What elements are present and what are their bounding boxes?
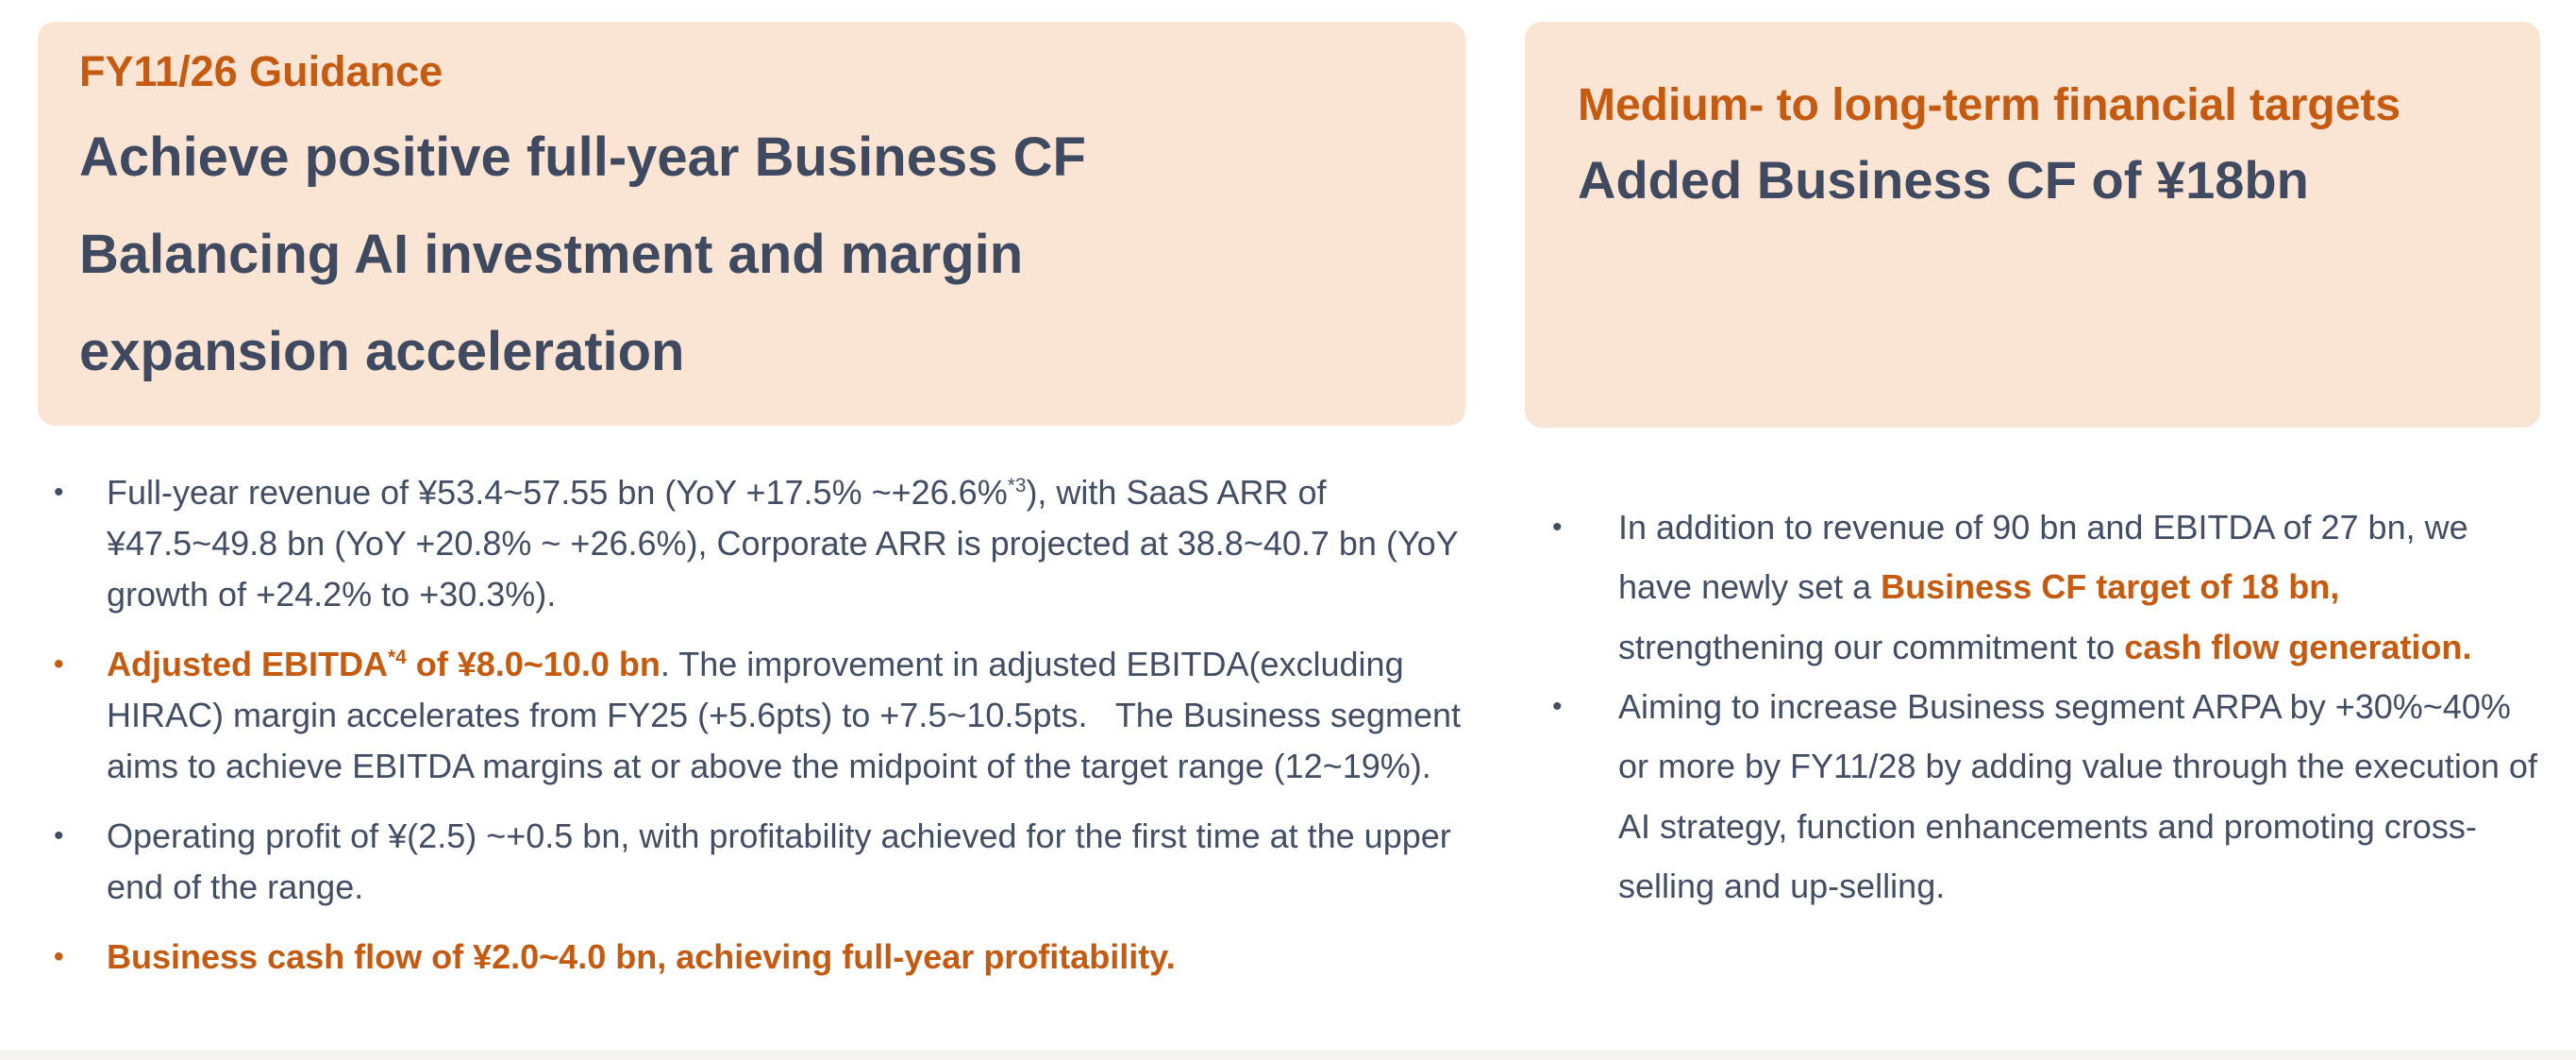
text-segment-highlight: Adjusted EBITDA [107, 644, 389, 683]
bullet-item-revenue: • Full-year revenue of ¥53.4~57.55 bn (Y… [54, 467, 1465, 620]
bullet-text: Aiming to increase Business segment ARPA… [1618, 677, 2540, 916]
text-segment: Operating profit of ¥(2.5) ~+0.5 bn, wit… [107, 816, 1461, 906]
bullet-item-arpa: • Aiming to increase Business segment AR… [1552, 677, 2540, 916]
bullet-marker: • [54, 648, 64, 680]
text-segment: In addition to revenue of 90 bn and EBIT… [1618, 508, 2478, 607]
text-segment-highlight: cash flow generation. [2124, 627, 2472, 666]
targets-bullet-list: • In addition to revenue of 90 bn and EB… [1525, 497, 2540, 917]
text-segment-highlight: Business cash flow of ¥2.0~4.0 bn, achie… [107, 936, 1176, 976]
guidance-title-line-2: Balancing AI investment and margin [79, 224, 1024, 286]
bullet-marker: • [54, 476, 64, 508]
bullet-text: In addition to revenue of 90 bn and EBIT… [1618, 497, 2540, 677]
text-segment: ), with SaaS ARR of ¥47.5~49.8 bn (YoY +… [107, 472, 1468, 614]
text-segment: Aiming to increase Business segment ARPA… [1618, 687, 2545, 906]
targets-eyebrow: Medium- to long-term financial targets [1578, 80, 2401, 130]
bullet-item-business-cash-flow: • Business cash flow of ¥2.0~4.0 bn, ach… [54, 932, 1465, 983]
guidance-eyebrow: FY11/26 Guidance [79, 47, 443, 95]
bullet-marker: • [1552, 512, 1563, 543]
long-term-targets-section: Medium- to long-term financial targets A… [1525, 22, 2540, 917]
bottom-divider [0, 1051, 2576, 1060]
bullet-item-ebitda: • Adjusted EBITDA*4 of ¥8.0~10.0 bn. The… [54, 639, 1465, 792]
bullet-text: Business cash flow of ¥2.0~4.0 bn, achie… [107, 932, 1465, 983]
bullet-text: Full-year revenue of ¥53.4~57.55 bn (YoY… [107, 467, 1465, 620]
bullet-marker: • [54, 940, 64, 972]
targets-title: Added Business CF of ¥18bn [1578, 150, 2309, 210]
text-segment-highlight: Business CF target of 18 bn, [1881, 567, 2340, 607]
guidance-title-line-1: Achieve positive full-year Business CF [79, 126, 1086, 188]
guidance-title: Achieve positive full-year Business CF B… [79, 109, 1424, 401]
targets-header-box: Medium- to long-term financial targets A… [1525, 22, 2540, 428]
text-segment: strengthening our commitment to [1618, 567, 2350, 666]
bullet-item-operating-profit: • Operating profit of ¥(2.5) ~+0.5 bn, w… [54, 811, 1465, 913]
footnote-ref-4: *4 [388, 646, 407, 668]
bullet-text: Adjusted EBITDA*4 of ¥8.0~10.0 bn. The i… [107, 639, 1465, 792]
footnote-ref-3: *3 [1007, 474, 1027, 496]
text-segment: . The improvement in adjusted EBITDA(exc… [107, 644, 1471, 785]
bullet-text: Operating profit of ¥(2.5) ~+0.5 bn, wit… [107, 811, 1465, 913]
bullet-marker: • [1552, 691, 1563, 723]
guidance-header-box: FY11/26 Guidance Achieve positive full-y… [38, 22, 1465, 426]
guidance-section: FY11/26 Guidance Achieve positive full-y… [38, 22, 1465, 1001]
text-segment-highlight: of ¥8.0~10.0 bn [406, 644, 661, 683]
guidance-title-line-3: expansion acceleration [79, 321, 685, 383]
bullet-marker: • [54, 819, 64, 851]
bullet-item-cf-target: • In addition to revenue of 90 bn and EB… [1552, 497, 2540, 677]
guidance-bullet-list: • Full-year revenue of ¥53.4~57.55 bn (Y… [38, 467, 1465, 983]
text-segment: Full-year revenue of ¥53.4~57.55 bn (YoY… [107, 472, 1008, 512]
